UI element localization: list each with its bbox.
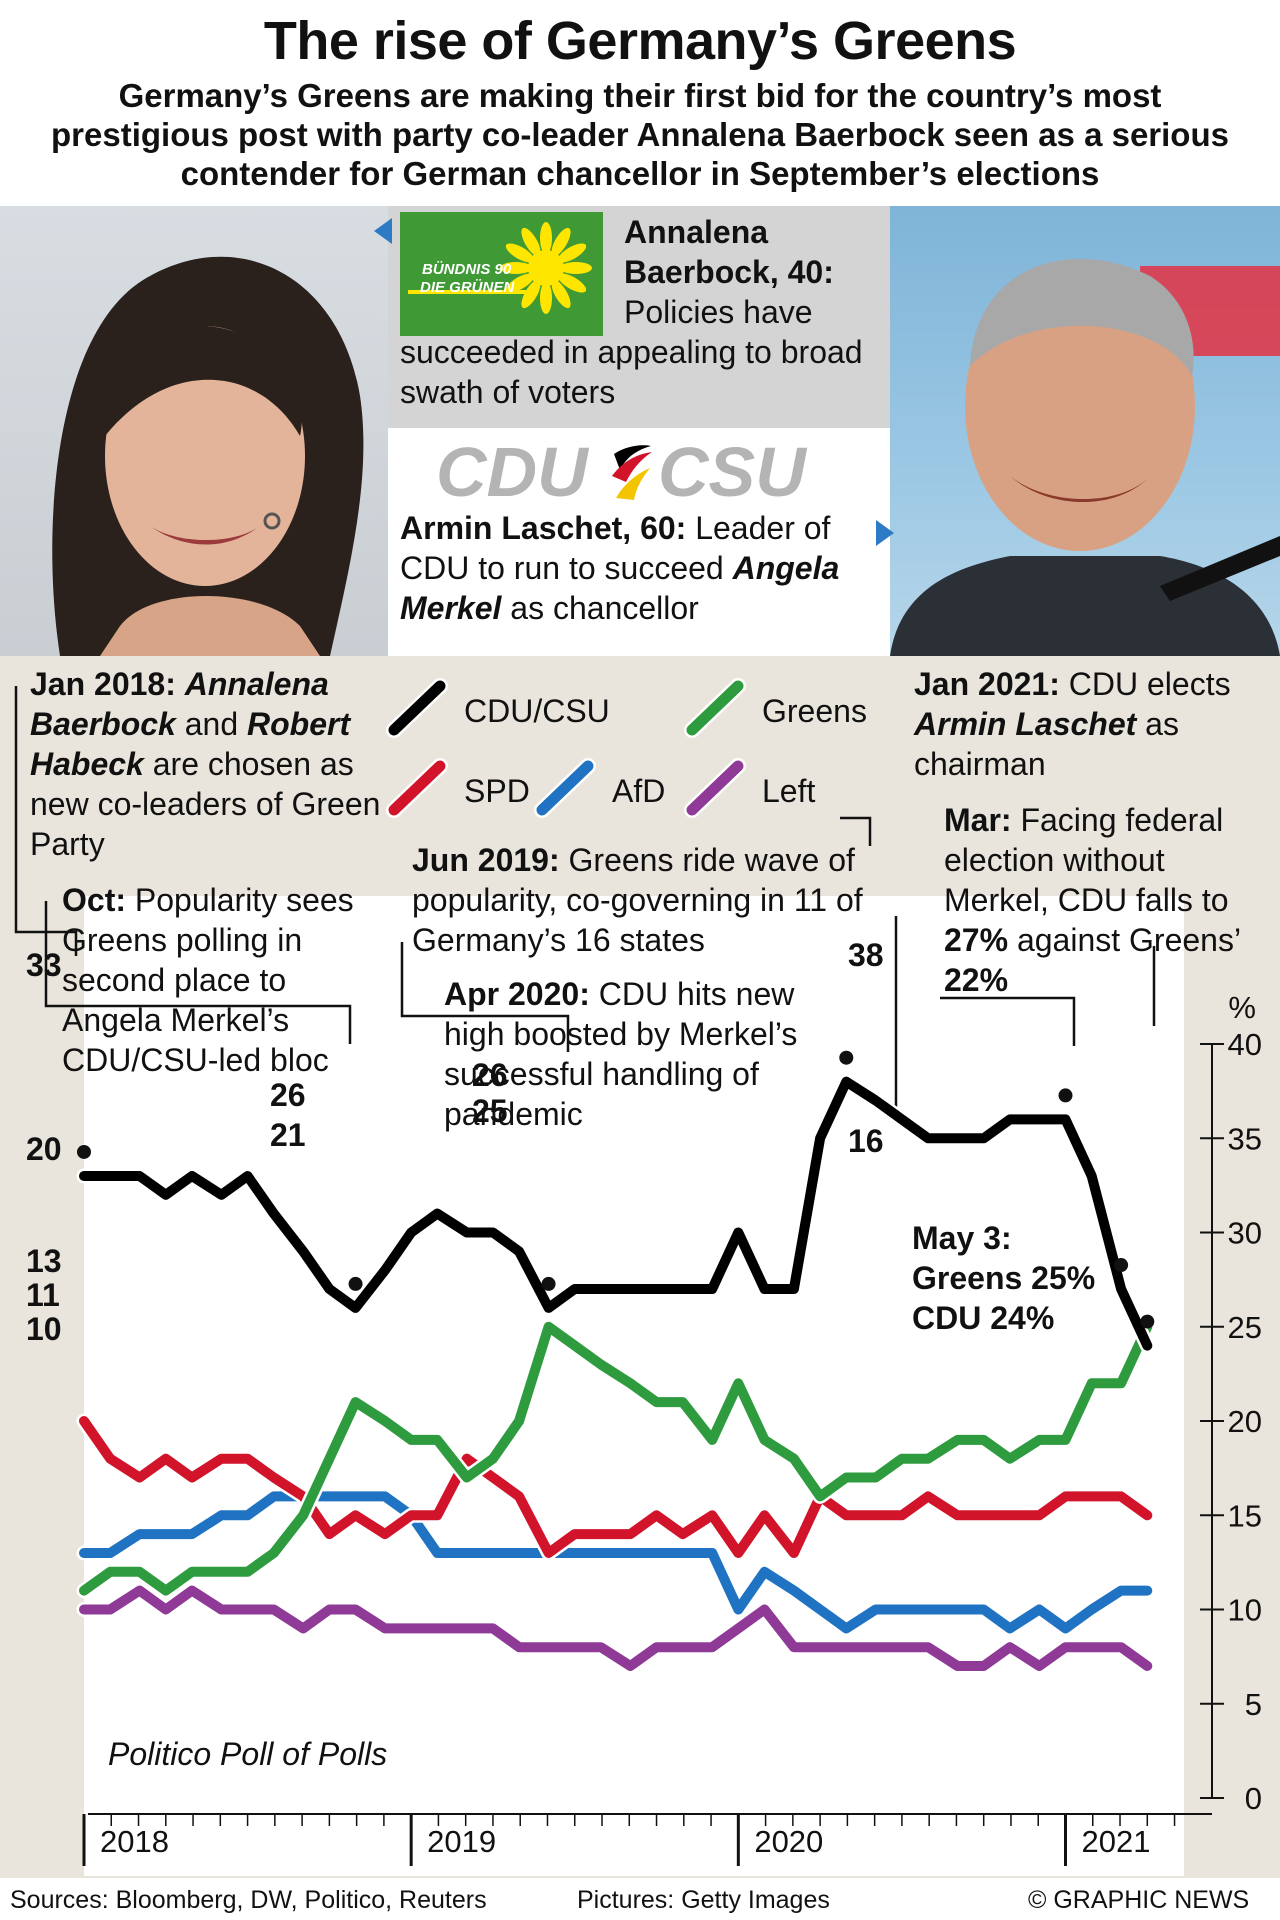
cdu-csu-logo: CDU CSU: [436, 436, 807, 506]
callout-lines: [14, 686, 1156, 1112]
x-year-label-2019: 2019: [427, 1824, 496, 1859]
value-label-greens-25: 25: [472, 1093, 508, 1129]
greens-logo: BÜNDNIS 90 DIE GRÜNEN: [400, 212, 603, 336]
annotation-oct: Oct: Popularity sees Greens polling in s…: [62, 882, 354, 1078]
pointer-right-icon: [876, 520, 894, 546]
legend-swatch-cdu-csu: [388, 680, 446, 736]
series-line-afd: [79, 1491, 1153, 1634]
event-markers: [77, 1050, 1155, 1329]
value-label-cdu-csu-38: 38: [848, 937, 884, 973]
page-subtitle: Germany’s Greens are making their first …: [51, 77, 1229, 192]
value-label-cdu-csu-33: 33: [26, 947, 62, 983]
legend-swatch-left: [686, 760, 744, 816]
laschet-name: Armin Laschet, 60:: [400, 510, 687, 546]
annotation-mar: Mar: Facing federal election without Mer…: [944, 802, 1240, 998]
annotation-jan2021: Jan 2021: CDU elects Armin Laschet as ch…: [914, 666, 1231, 782]
annotation-jun2019: Jun 2019: Greens ride wave of popularity…: [412, 842, 863, 958]
value-label-greens-21: 21: [270, 1117, 306, 1153]
footer-sources: Sources: Bloomberg, DW, Politico, Reuter…: [10, 1886, 487, 1914]
callout-line-2: [44, 901, 352, 1044]
event-marker-3: [541, 1276, 556, 1291]
footer-credit: © GRAPHIC NEWS: [1028, 1886, 1250, 1914]
callout-line-6: [940, 996, 1076, 1046]
source-note: Politico Poll of Polls: [108, 1736, 388, 1772]
value-label-spd-20: 20: [26, 1131, 62, 1167]
series-line-left: [79, 1585, 1153, 1671]
footer-pictures: Pictures: Getty Images: [577, 1886, 830, 1914]
value-label-greens-16: 16: [848, 1123, 884, 1159]
y-tick-label-30: 30: [1228, 1216, 1262, 1251]
event-marker-6: [1114, 1258, 1129, 1273]
value-label-cdu-csu-26: 26: [270, 1077, 306, 1113]
x-year-label-2018: 2018: [100, 1824, 169, 1859]
greens-logo-line1: BÜNDNIS 90: [422, 261, 512, 278]
callout-line-4: [840, 816, 872, 846]
x-year-label-2020: 2020: [754, 1824, 823, 1859]
value-label-afd-13: 13: [26, 1243, 62, 1279]
legend-label-cdu-csu: CDU/CSU: [464, 693, 610, 729]
legend-label-spd: SPD: [464, 773, 530, 809]
y-tick-label-5: 5: [1245, 1687, 1262, 1722]
pointer-left-icon: [374, 218, 392, 244]
legend: CDU/CSU Greens SPD AfD Left: [386, 678, 867, 818]
event-marker-4: [839, 1050, 854, 1065]
series-line-spd: [79, 1416, 1153, 1558]
y-tick-label-25: 25: [1228, 1310, 1262, 1345]
callout-line-3: [400, 942, 570, 1052]
legend-swatch-afd: [536, 760, 594, 816]
greens-profile-panel: BÜNDNIS 90 DIE GRÜNEN Annalena Baerbock,…: [388, 206, 890, 428]
y-tick-label-35: 35: [1228, 1121, 1262, 1156]
legend-label-greens: Greens: [762, 693, 867, 729]
series-lines: [76, 1074, 1155, 1674]
series-line-greens: [79, 1321, 1153, 1596]
legend-label-left: Left: [762, 773, 815, 809]
value-label-greens-11: 11: [26, 1277, 60, 1313]
x-axis: 2018 2019 2020 2021: [82, 1813, 1212, 1866]
baerbock-name: Annalena Baerbock, 40:: [624, 214, 834, 290]
laschet-photo: [890, 206, 1280, 656]
greens-logo-line2: DIE GRÜNEN: [420, 279, 515, 296]
y-tick-label-40: 40: [1228, 1027, 1262, 1062]
page-title: The rise of Germany’s Greens: [263, 11, 1017, 71]
series-line-cdu-csu: [79, 1076, 1153, 1351]
y-tick-label-20: 20: [1228, 1404, 1262, 1439]
legend-label-afd: AfD: [612, 773, 665, 809]
annotation-apr2020: Apr 2020: CDU hits new high boosted by M…: [444, 976, 798, 1132]
cdu-profile-panel: CDU CSU Armin Laschet, 60: Leader of CDU…: [388, 428, 890, 656]
event-marker-5: [1058, 1088, 1073, 1103]
y-axis: 0 5 10 15 20 25 30 35 40%: [1200, 990, 1262, 1816]
annotation-may3: May 3: Greens 25% CDU 24%: [912, 1220, 1096, 1336]
laschet-caption: Armin Laschet, 60: Leader of CDU to run …: [400, 510, 840, 626]
cdu-logo-text: CDU: [436, 436, 589, 506]
event-marker-2: [348, 1276, 363, 1291]
y-tick-label-15: 15: [1228, 1498, 1262, 1533]
y-tick-label-10: 10: [1228, 1593, 1262, 1628]
value-label-left-10: 10: [26, 1311, 62, 1347]
event-marker-1: [77, 1144, 91, 1159]
footer: Sources: Bloomberg, DW, Politico, Reuter…: [0, 1878, 1280, 1920]
y-tick-label-0: 0: [1245, 1781, 1262, 1816]
event-marker-7: [1140, 1314, 1155, 1329]
legend-swatch-spd: [388, 760, 446, 816]
x-year-label-2021: 2021: [1081, 1824, 1150, 1859]
baerbock-text: Policies have succeeded in appealing to …: [400, 294, 863, 410]
legend-swatch-greens: [686, 680, 744, 736]
value-label-cdu-csu-26: 26: [472, 1057, 508, 1093]
header: The rise of Germany’s Greens Germany’s G…: [0, 0, 1280, 206]
csu-logo-text: CSU: [658, 436, 807, 506]
y-unit-label: %: [1228, 990, 1256, 1025]
baerbock-photo: [0, 206, 388, 656]
annotation-jan2018: Jan 2018: Annalena Baerbock and Robert H…: [30, 666, 381, 862]
